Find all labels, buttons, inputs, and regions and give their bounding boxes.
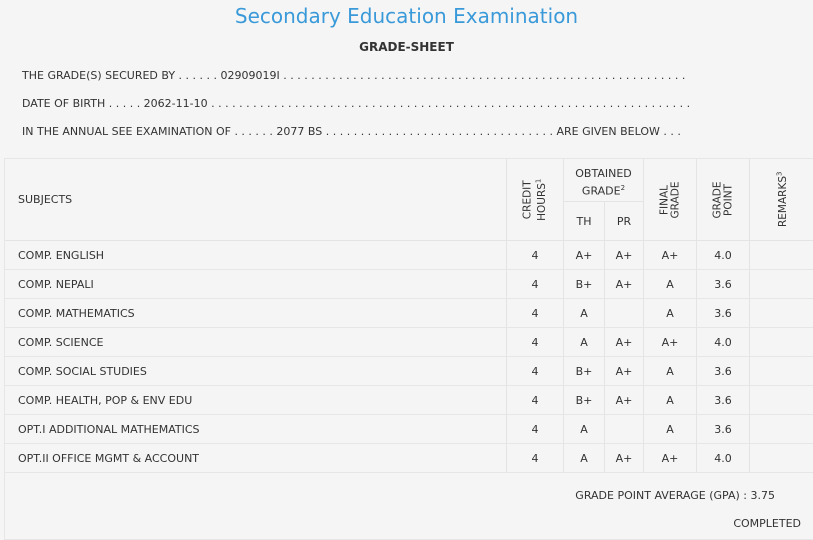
theory-grade-cell: B+ [563, 356, 605, 386]
credit-hours-cell: 4 [506, 327, 564, 357]
credit-hours-cell: 4 [506, 269, 564, 299]
grade-point-cell: 3.6 [696, 385, 750, 415]
header-final-grade: FINAL GRADE [643, 159, 697, 241]
final-grade-cell: A+ [643, 240, 697, 270]
remarks-cell [749, 298, 813, 328]
final-grade-cell: A+ [643, 443, 697, 473]
remarks-cell [749, 385, 813, 415]
final-grade-cell: A [643, 269, 697, 299]
practical-grade-cell [604, 298, 644, 328]
header-subjects: SUBJECTS [5, 159, 507, 241]
header-remarks: REMARKS3 [749, 159, 813, 241]
date-of-birth-line: DATE OF BIRTH . . . . . 2062-11-10 . . .… [22, 97, 691, 110]
grade-sheet-heading: GRADE-SHEET [359, 40, 454, 54]
header-theory: TH [563, 201, 605, 241]
practical-grade-cell: A+ [604, 240, 644, 270]
remarks-cell [749, 443, 813, 473]
header-grade-point: GRADE POINT [696, 159, 750, 241]
theory-grade-cell: A [563, 414, 605, 444]
remarks-cell [749, 269, 813, 299]
credit-hours-cell: 4 [506, 443, 564, 473]
practical-grade-cell: A+ [604, 269, 644, 299]
table-row: OPT.II OFFICE MGMT & ACCOUNT 4 A A+ A+ 4.0 [5, 443, 813, 473]
practical-grade-cell: A+ [604, 356, 644, 386]
theory-grade-cell: B+ [563, 385, 605, 415]
credit-hours-cell: 4 [506, 356, 564, 386]
subject-cell: COMP. MATHEMATICS [5, 298, 507, 328]
header-practical: PR [604, 201, 644, 241]
subject-cell: COMP. SOCIAL STUDIES [5, 356, 507, 386]
credit-hours-cell: 4 [506, 298, 564, 328]
grade-point-cell: 4.0 [696, 327, 750, 357]
grade-point-cell: 4.0 [696, 240, 750, 270]
practical-grade-cell [604, 414, 644, 444]
practical-grade-cell: A+ [604, 385, 644, 415]
page-title: Secondary Education Examination [234, 4, 579, 28]
practical-grade-cell: A+ [604, 443, 644, 473]
theory-grade-cell: A [563, 327, 605, 357]
subject-cell: OPT.II OFFICE MGMT & ACCOUNT [5, 443, 507, 473]
gpa-summary: GRADE POINT AVERAGE (GPA) : 3.75 [575, 489, 775, 502]
table-row: COMP. SOCIAL STUDIES 4 B+ A+ A 3.6 [5, 356, 813, 386]
subject-cell: COMP. NEPALI [5, 269, 507, 299]
grade-table: SUBJECTS CREDIT HOURS1 OBTAINED GRADE2 FIN… [5, 159, 813, 473]
grade-point-cell: 3.6 [696, 269, 750, 299]
final-grade-cell: A [643, 298, 697, 328]
student-symbol-line: THE GRADE(S) SECURED BY . . . . . . 0290… [22, 69, 686, 82]
header-credit-hours: CREDIT HOURS1 [506, 159, 564, 241]
theory-grade-cell: A [563, 298, 605, 328]
table-row: COMP. MATHEMATICS 4 A A 3.6 [5, 298, 813, 328]
table-row: OPT.I ADDITIONAL MATHEMATICS 4 A A 3.6 [5, 414, 813, 444]
final-grade-cell: A [643, 356, 697, 386]
practical-grade-cell: A+ [604, 327, 644, 357]
final-grade-cell: A+ [643, 327, 697, 357]
header-obtained-grade: OBTAINED GRADE2 [563, 159, 644, 202]
grade-point-cell: 3.6 [696, 356, 750, 386]
remarks-cell [749, 327, 813, 357]
final-grade-cell: A [643, 414, 697, 444]
grade-point-cell: 3.6 [696, 298, 750, 328]
subject-cell: OPT.I ADDITIONAL MATHEMATICS [5, 414, 507, 444]
credit-hours-cell: 4 [506, 385, 564, 415]
result-status: COMPLETED [733, 517, 801, 530]
remarks-cell [749, 240, 813, 270]
grade-point-cell: 3.6 [696, 414, 750, 444]
table-row: COMP. NEPALI 4 B+ A+ A 3.6 [5, 269, 813, 299]
final-grade-cell: A [643, 385, 697, 415]
credit-hours-cell: 4 [506, 414, 564, 444]
grade-point-cell: 4.0 [696, 443, 750, 473]
theory-grade-cell: B+ [563, 269, 605, 299]
theory-grade-cell: A+ [563, 240, 605, 270]
table-row: COMP. SCIENCE 4 A A+ A+ 4.0 [5, 327, 813, 357]
table-row: COMP. HEALTH, POP & ENV EDU 4 B+ A+ A 3.6 [5, 385, 813, 415]
subject-cell: COMP. ENGLISH [5, 240, 507, 270]
theory-grade-cell: A [563, 443, 605, 473]
remarks-cell [749, 414, 813, 444]
subject-cell: COMP. HEALTH, POP & ENV EDU [5, 385, 507, 415]
table-row: COMP. ENGLISH 4 A+ A+ A+ 4.0 [5, 240, 813, 270]
credit-hours-cell: 4 [506, 240, 564, 270]
subject-cell: COMP. SCIENCE [5, 327, 507, 357]
grade-table-container: SUBJECTS CREDIT HOURS1 OBTAINED GRADE2 FIN… [4, 158, 813, 540]
examination-line: IN THE ANNUAL SEE EXAMINATION OF . . . .… [22, 125, 681, 138]
remarks-cell [749, 356, 813, 386]
